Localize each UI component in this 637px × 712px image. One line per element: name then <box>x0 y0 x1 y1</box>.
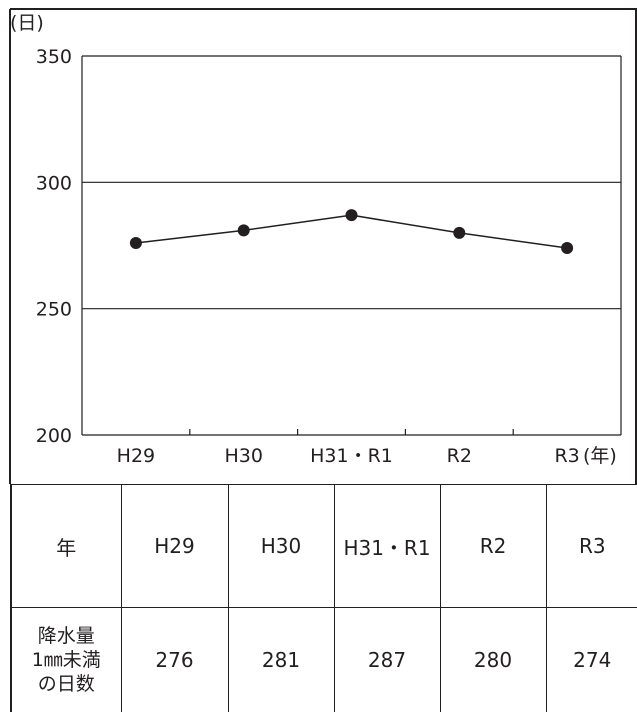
table-header-year: 年 <box>11 485 121 608</box>
y-tick-label: 300 <box>36 172 72 194</box>
table-value-cell: 274 <box>546 608 637 712</box>
x-tick-label: H30 <box>224 445 262 467</box>
x-ticks-layer <box>190 429 513 435</box>
data-point <box>238 224 250 236</box>
data-point <box>346 209 358 221</box>
grid-layer <box>82 56 621 309</box>
table-value-cell: 287 <box>334 608 440 712</box>
x-tick-label: H29 <box>117 445 155 467</box>
x-tick-label: R3 <box>554 445 579 467</box>
line-chart: 200 250 300 350 H29 H30 H31・R1 R2 R3 (日) (年) <box>0 0 637 484</box>
x-labels-layer: H29 H30 H31・R1 R2 R3 <box>117 445 580 467</box>
y-tick-label: 250 <box>36 299 72 321</box>
table-year-cell: H31・R1 <box>334 485 440 608</box>
table-year-cell: H29 <box>121 485 228 608</box>
table-year-cell: R3 <box>546 485 637 608</box>
data-table: 年 H29 H30 H31・R1 R2 R3 降水量 1㎜未満 の日数 276 … <box>10 484 637 712</box>
table-value-cell: 281 <box>228 608 334 712</box>
table-value-cell: 276 <box>121 608 228 712</box>
x-unit-label: (年) <box>583 445 617 467</box>
x-tick-label: R2 <box>447 445 472 467</box>
y-labels-layer: 200 250 300 350 <box>36 46 72 447</box>
y-tick-label: 200 <box>36 425 72 447</box>
data-point <box>130 237 142 249</box>
y-unit-label: (日) <box>10 12 44 34</box>
table-year-cell: R2 <box>440 485 546 608</box>
points-layer <box>130 209 573 254</box>
row-label-line: 1㎜未満 <box>12 648 121 672</box>
table-row-days: 降水量 1㎜未満 の日数 276 281 287 280 274 <box>11 608 637 712</box>
y-tick-label: 350 <box>36 46 72 68</box>
data-point <box>561 242 573 254</box>
table-year-cell: H30 <box>228 485 334 608</box>
x-tick-label: H31・R1 <box>310 445 393 467</box>
data-point <box>453 227 465 239</box>
row-label-line: の日数 <box>12 672 121 696</box>
row-label-line: 降水量 <box>12 624 121 648</box>
table-value-cell: 280 <box>440 608 546 712</box>
table-header-days: 降水量 1㎜未満 の日数 <box>11 608 121 712</box>
table-row-years: 年 H29 H30 H31・R1 R2 R3 <box>11 485 637 608</box>
